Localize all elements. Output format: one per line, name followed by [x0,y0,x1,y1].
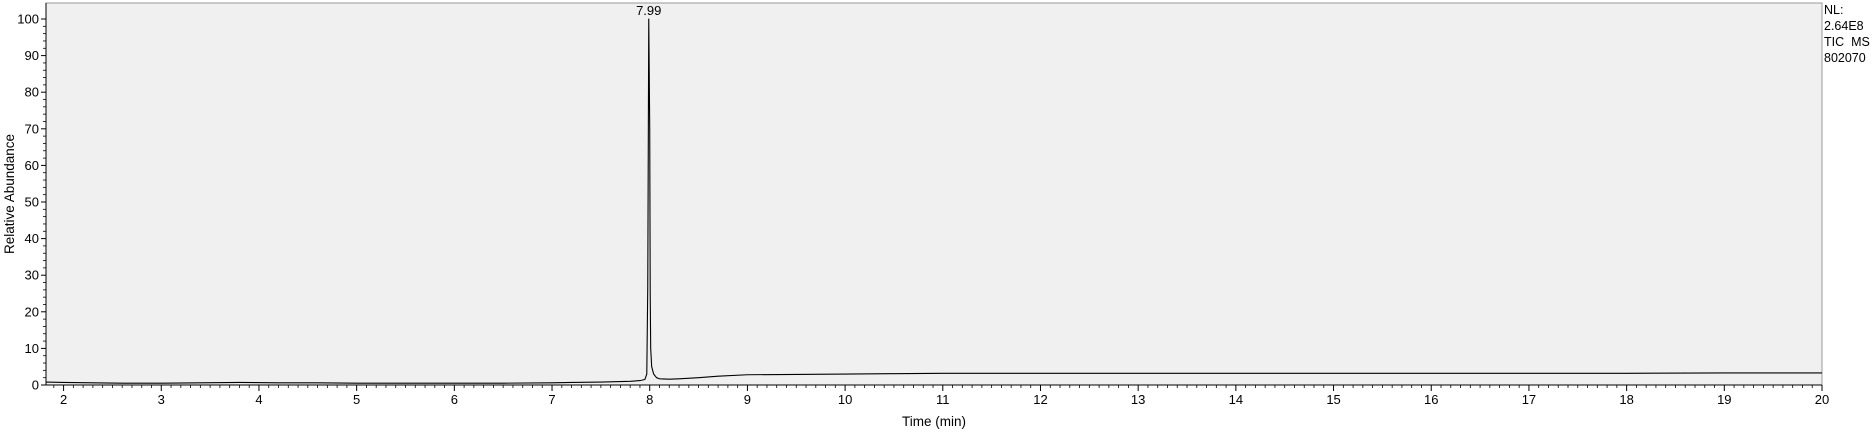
x-tick-label: 8 [646,392,653,407]
x-tick-label: 16 [1424,392,1438,407]
y-tick-label: 20 [25,304,39,319]
x-tick-label: 20 [1815,392,1829,407]
y-tick-label: 70 [25,121,39,136]
plot-area [45,2,1823,386]
x-tick-label: 15 [1326,392,1340,407]
y-tick-label: 100 [17,12,39,27]
x-tick-label: 12 [1033,392,1047,407]
y-tick-label: 40 [25,231,39,246]
x-tick-label: 3 [158,392,165,407]
x-tick-label: 14 [1229,392,1243,407]
x-axis-title: Time (min) [902,414,966,429]
y-tick-label: 0 [32,378,39,393]
x-tick-label: 2 [60,392,67,407]
nl-value: 2.64E8 [1824,19,1864,33]
x-tick-label: 19 [1717,392,1731,407]
y-tick-label: 50 [25,195,39,210]
x-tick-label: 9 [744,392,751,407]
scan-filter-label: TIC MS [1824,35,1870,49]
y-tick-label: 90 [25,48,39,63]
normalization-info: NL: 2.64E8 TIC MS 802070 [1824,2,1870,66]
nl-label-line1: NL: [1824,3,1844,17]
y-tick-label: 60 [25,158,39,173]
peak-label: 7.99 [636,3,661,18]
x-tick-label: 10 [838,392,852,407]
y-axis-title: Relative Abundance [2,134,17,254]
x-tick-label: 11 [936,392,950,407]
y-tick-label: 30 [25,268,39,283]
sample-id: 802070 [1824,51,1866,65]
x-tick-label: 18 [1619,392,1633,407]
x-tick-label: 5 [353,392,360,407]
y-tick-label: 80 [25,85,39,100]
x-tick-label: 13 [1131,392,1145,407]
y-tick-label: 10 [25,341,39,356]
tic-trace [45,18,1822,384]
x-tick-label: 4 [255,392,262,407]
x-tick-label: 7 [548,392,555,407]
x-tick-label: 17 [1522,392,1536,407]
x-tick-label: 6 [451,392,458,407]
